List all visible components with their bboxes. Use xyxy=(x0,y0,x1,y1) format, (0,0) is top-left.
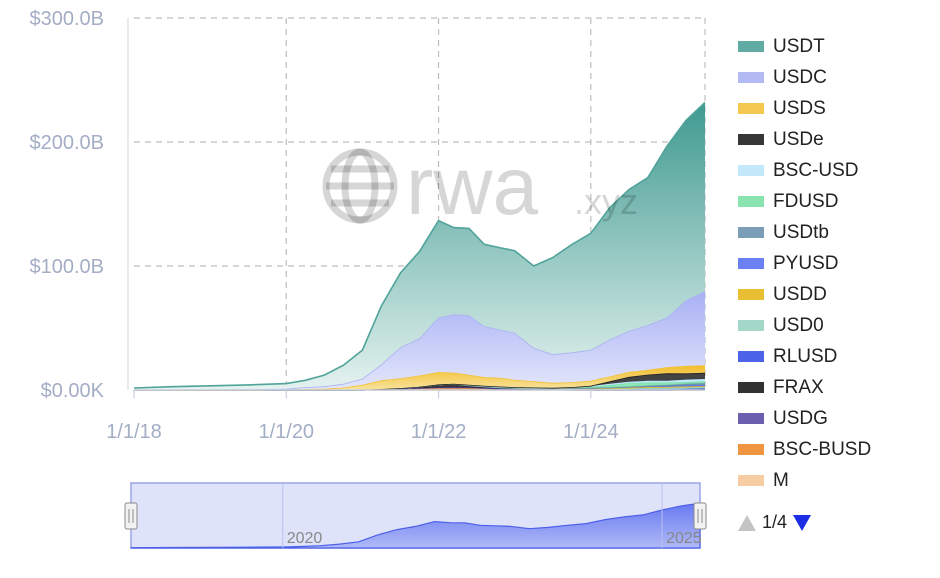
legend-label: BSC-BUSD xyxy=(773,438,872,460)
x-tick-label: 1/1/22 xyxy=(411,421,467,443)
legend-swatch xyxy=(738,103,764,114)
legend-item-usde[interactable]: USDe xyxy=(738,124,938,155)
legend-label: M xyxy=(773,469,789,491)
legend-label: USDT xyxy=(773,35,825,57)
legend-swatch xyxy=(738,444,764,455)
legend-swatch xyxy=(738,382,764,393)
legend-pager: 1/4 xyxy=(738,512,812,533)
legend-label: USD0 xyxy=(773,314,824,336)
legend-item-usdd[interactable]: USDD xyxy=(738,279,938,310)
legend-item-usdt[interactable]: USDT xyxy=(738,31,938,62)
legend-label: BSC-USD xyxy=(773,159,859,181)
legend-item-usdtb[interactable]: USDtb xyxy=(738,217,938,248)
legend-item-rlusd[interactable]: RLUSD xyxy=(738,341,938,372)
legend-label: PYUSD xyxy=(773,252,839,274)
y-tick-label: $100.0B xyxy=(29,256,104,278)
legend-item-usdc[interactable]: USDC xyxy=(738,62,938,93)
legend-item-usd0[interactable]: USD0 xyxy=(738,310,938,341)
legend-swatch xyxy=(738,351,764,362)
area-usdc[interactable] xyxy=(134,290,705,390)
legend-item-m[interactable]: M xyxy=(738,465,938,496)
legend: USDT USDC USDS USDe BSC-USD FDUSD USDtb PYUSD US… xyxy=(738,31,938,496)
legend-item-bsc-busd[interactable]: BSC-BUSD xyxy=(738,434,938,465)
legend-label: USDS xyxy=(773,97,826,119)
area-usds[interactable] xyxy=(134,365,705,390)
legend-swatch xyxy=(738,227,764,238)
legend-item-pyusd[interactable]: PYUSD xyxy=(738,248,938,279)
navigator-left-handle[interactable] xyxy=(124,502,138,530)
legend-label: FDUSD xyxy=(773,190,839,212)
watermark-brand: rwa xyxy=(406,141,539,232)
legend-swatch xyxy=(738,41,764,52)
x-tick-label: 1/1/24 xyxy=(563,421,619,443)
x-tick-label: 1/1/20 xyxy=(258,421,314,443)
legend-swatch xyxy=(738,475,764,486)
y-tick-label: $300.0B xyxy=(29,8,104,30)
legend-swatch xyxy=(738,134,764,145)
legend-swatch xyxy=(738,258,764,269)
watermark: rwa .xyz xyxy=(322,141,638,232)
legend-swatch xyxy=(738,413,764,424)
legend-label: USDD xyxy=(773,283,827,305)
legend-swatch xyxy=(738,289,764,300)
navigator-label: 2025 xyxy=(666,530,702,547)
legend-label: USDe xyxy=(773,128,824,150)
x-tick-label: 1/1/18 xyxy=(106,421,162,443)
navigator-right-handle[interactable] xyxy=(693,502,707,530)
legend-item-usds[interactable]: USDS xyxy=(738,93,938,124)
legend-swatch xyxy=(738,72,764,83)
navigator-label: 2020 xyxy=(287,530,323,547)
legend-label: RLUSD xyxy=(773,345,838,367)
legend-item-fdusd[interactable]: FDUSD xyxy=(738,186,938,217)
legend-item-frax[interactable]: FRAX xyxy=(738,372,938,403)
line-usdt xyxy=(133,101,706,389)
legend-page-down-icon[interactable] xyxy=(793,514,812,531)
legend-label: USDtb xyxy=(773,221,829,243)
globe-icon xyxy=(322,148,398,224)
range-navigator[interactable]: 2020 2025 xyxy=(124,482,707,549)
legend-label: USDG xyxy=(773,407,828,429)
legend-label: USDC xyxy=(773,66,827,88)
y-tick-label: $0.00K xyxy=(41,380,105,402)
legend-label: FRAX xyxy=(773,376,824,398)
legend-swatch xyxy=(738,165,764,176)
legend-swatch xyxy=(738,320,764,331)
axes: $0.00K $100.0B $200.0B $300.0B 1/1/18 1/1/20 1… xyxy=(29,8,705,443)
legend-page-indicator: 1/4 xyxy=(762,512,788,532)
watermark-suffix: .xyz xyxy=(574,181,638,222)
legend-item-usdg[interactable]: USDG xyxy=(738,403,938,434)
y-tick-label: $200.0B xyxy=(29,132,104,154)
legend-item-bsc-usd[interactable]: BSC-USD xyxy=(738,155,938,186)
legend-page-up-icon[interactable] xyxy=(738,514,756,531)
area-usdt[interactable] xyxy=(134,102,705,390)
legend-swatch xyxy=(738,196,764,207)
